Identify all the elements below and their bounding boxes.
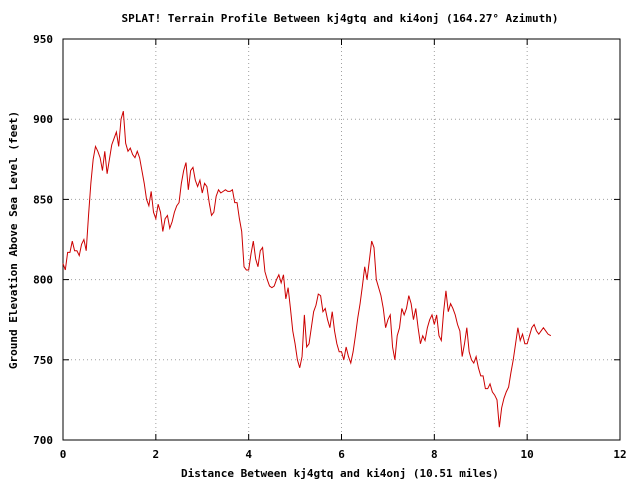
y-tick-label: 900 [33, 113, 53, 126]
y-axis-label: Ground Elevation Above Sea Level (feet) [7, 111, 20, 369]
x-tick-label: 0 [60, 448, 67, 461]
grid-lines [63, 39, 620, 440]
chart-title: SPLAT! Terrain Profile Between kj4gtq an… [121, 12, 558, 25]
x-tick-label: 10 [521, 448, 534, 461]
y-tick-label: 750 [33, 354, 53, 367]
x-tick-label: 6 [338, 448, 345, 461]
x-tick-label: 12 [613, 448, 626, 461]
y-tick-label: 700 [33, 434, 53, 447]
x-tick-label: 8 [431, 448, 438, 461]
y-tick-label: 800 [33, 274, 53, 287]
x-axis-label: Distance Between kj4gtq and ki4onj (10.5… [181, 467, 499, 480]
terrain-profile-line [62, 111, 552, 428]
x-tick-label: 2 [153, 448, 160, 461]
axis-ticks [62, 38, 621, 441]
y-tick-label: 850 [33, 193, 53, 206]
tick-labels: 0 2 4 6 8 10 12 700 750 800 850 900 950 [33, 33, 627, 461]
x-tick-label: 4 [245, 448, 252, 461]
y-tick-label: 950 [33, 33, 53, 46]
